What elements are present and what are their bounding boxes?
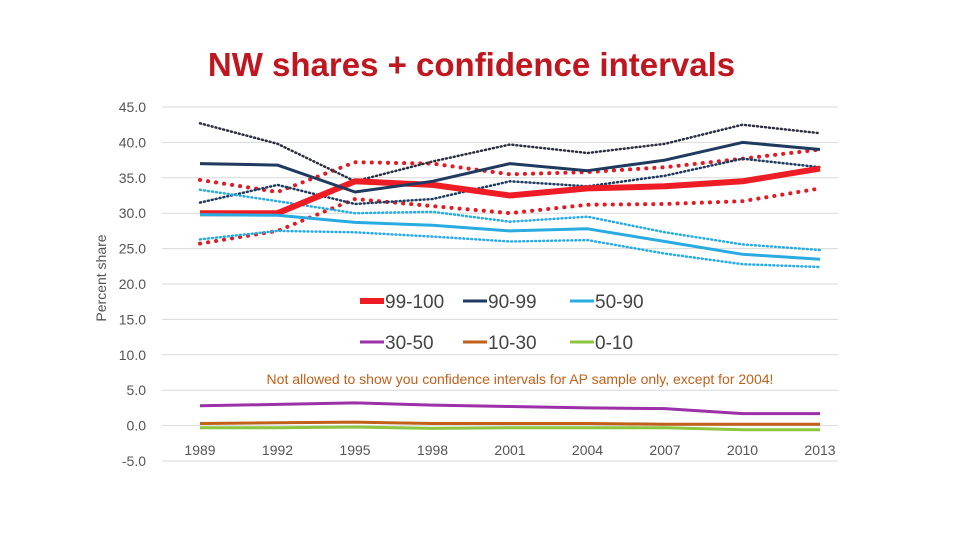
y-tick-label: 5.0 xyxy=(127,382,147,398)
y-tick-label: 35.0 xyxy=(119,170,146,186)
legend-label: 10-30 xyxy=(488,333,537,354)
y-tick-label: 30.0 xyxy=(119,205,146,221)
y-tick-label: 25.0 xyxy=(119,241,146,257)
series-line-10-30 xyxy=(199,420,820,426)
series-line-30-50 xyxy=(199,401,820,416)
ci-lower-line xyxy=(198,229,822,269)
x-tick-label: 2010 xyxy=(727,442,758,458)
y-axis-label: Percent share xyxy=(93,234,109,321)
legend-label: 99-100 xyxy=(385,292,444,313)
series-line-0-10 xyxy=(200,425,820,432)
legend-label: 30-50 xyxy=(385,333,434,354)
series-lines xyxy=(199,140,821,432)
series-line-90-99 xyxy=(199,140,821,194)
legend-label: 50-90 xyxy=(595,292,644,313)
series-line-99-100 xyxy=(200,165,821,217)
x-tick-label: 1992 xyxy=(262,442,293,458)
y-tick-label: 0.0 xyxy=(127,418,147,434)
ci-lower-line xyxy=(198,157,822,206)
y-tick-label: 15.0 xyxy=(119,311,146,327)
x-tick-label: 2001 xyxy=(494,442,525,458)
ci-upper-line xyxy=(198,188,822,252)
x-axis-ticks: 1989 1992 1995 1998 2001 2004 2007 2010 2013 xyxy=(184,442,835,458)
chart-title: NW shares + confidence intervals xyxy=(207,46,736,83)
y-axis-ticks: 45.0 40.0 35.0 30.0 25.0 20.0 15.0 10.0 5.0 0.0 -5… xyxy=(119,99,146,469)
legend: 99-100 90-99 50-90 30-50 10-30 0-10 xyxy=(360,292,644,354)
y-tick-label: 20.0 xyxy=(119,276,146,292)
x-tick-label: 2007 xyxy=(649,442,680,458)
y-tick-label: 45.0 xyxy=(119,99,146,115)
x-tick-label: 2004 xyxy=(572,442,603,458)
y-tick-label: 10.0 xyxy=(119,347,146,363)
legend-label: 0-10 xyxy=(595,333,633,354)
ci-upper-line xyxy=(198,122,822,183)
x-tick-label: 1998 xyxy=(417,442,448,458)
x-tick-label: 1989 xyxy=(184,442,215,458)
y-tick-label: 40.0 xyxy=(119,134,146,150)
annotation-note: Not allowed to show you confidence inter… xyxy=(267,371,774,387)
series-line-50-90 xyxy=(199,213,821,261)
ci-lower-line xyxy=(198,186,822,246)
ci-upper-line xyxy=(198,147,822,194)
y-tick-label: -5.0 xyxy=(122,453,146,469)
x-tick-label: 2013 xyxy=(804,442,835,458)
legend-label: 90-99 xyxy=(488,292,537,313)
x-tick-label: 1995 xyxy=(339,442,370,458)
